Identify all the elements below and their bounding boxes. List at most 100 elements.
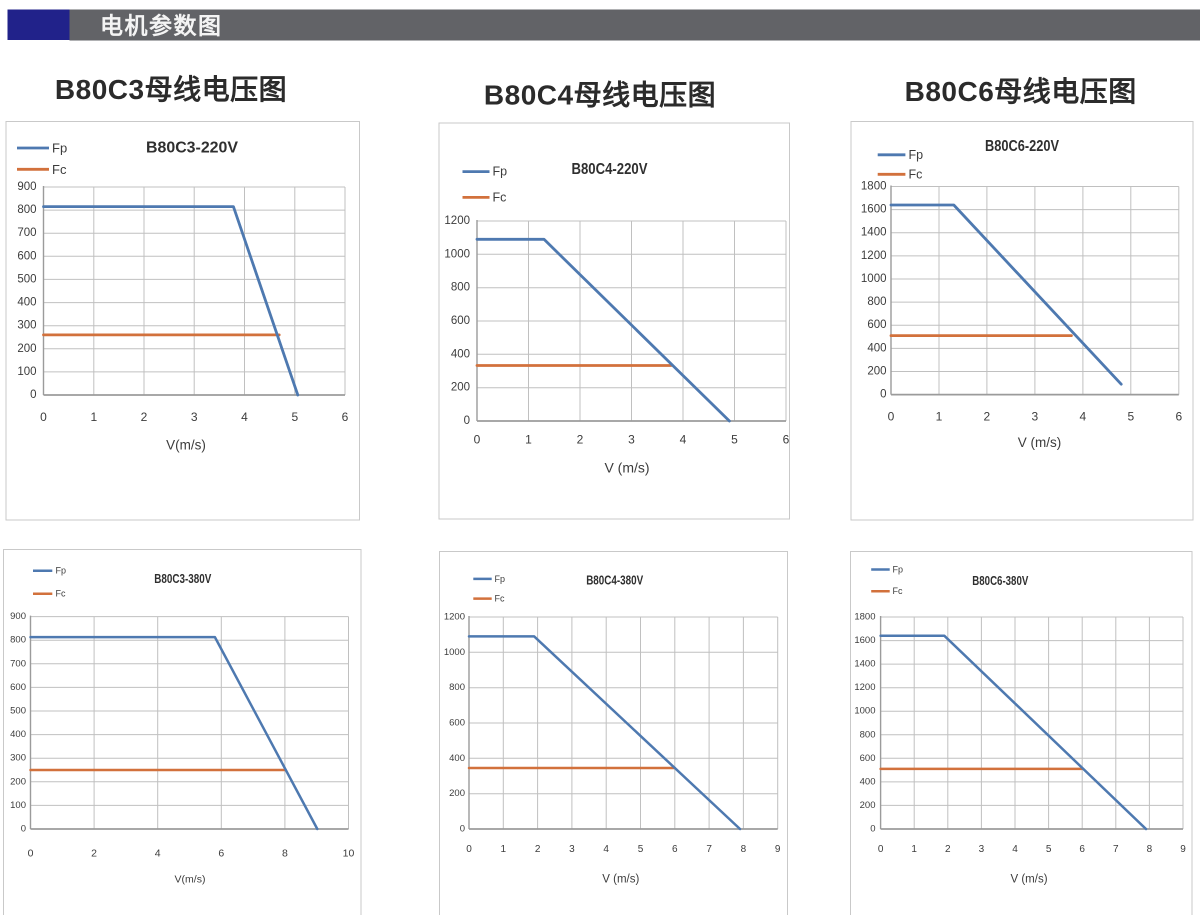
svg-text:3: 3 xyxy=(569,844,575,855)
svg-text:4: 4 xyxy=(155,848,161,860)
svg-text:600: 600 xyxy=(449,718,465,729)
svg-text:0: 0 xyxy=(870,824,875,835)
svg-text:Fc: Fc xyxy=(909,167,923,181)
svg-text:100: 100 xyxy=(10,800,26,811)
svg-text:Fp: Fp xyxy=(909,148,924,162)
svg-text:6: 6 xyxy=(783,433,790,447)
svg-text:10: 10 xyxy=(343,848,355,860)
svg-text:200: 200 xyxy=(10,776,26,787)
svg-text:300: 300 xyxy=(17,320,36,332)
svg-text:1800: 1800 xyxy=(861,181,887,193)
svg-text:0: 0 xyxy=(878,844,884,855)
svg-text:B80C3母线电压图: B80C3母线电压图 xyxy=(55,74,287,105)
svg-text:2: 2 xyxy=(945,844,951,855)
svg-text:Fp: Fp xyxy=(893,565,904,575)
svg-text:0: 0 xyxy=(464,415,470,427)
svg-text:600: 600 xyxy=(451,315,470,327)
svg-text:0: 0 xyxy=(460,824,465,835)
svg-text:1200: 1200 xyxy=(854,682,875,693)
svg-text:Fp: Fp xyxy=(56,566,67,576)
svg-text:800: 800 xyxy=(449,682,465,693)
svg-text:5: 5 xyxy=(291,410,298,424)
svg-text:Fc: Fc xyxy=(52,162,67,177)
svg-text:Fc: Fc xyxy=(495,594,505,604)
svg-text:1: 1 xyxy=(501,844,507,855)
svg-text:Fp: Fp xyxy=(52,141,67,156)
svg-text:300: 300 xyxy=(10,753,26,764)
svg-text:1400: 1400 xyxy=(854,659,875,670)
svg-text:200: 200 xyxy=(451,382,470,394)
svg-text:V (m/s): V (m/s) xyxy=(602,874,639,886)
svg-text:1000: 1000 xyxy=(854,706,875,717)
svg-text:8: 8 xyxy=(741,844,747,855)
svg-text:1000: 1000 xyxy=(444,248,470,260)
svg-text:0: 0 xyxy=(466,844,472,855)
svg-text:V (m/s): V (m/s) xyxy=(604,460,649,476)
svg-text:4: 4 xyxy=(680,433,687,447)
svg-text:V (m/s): V (m/s) xyxy=(1010,874,1047,886)
svg-text:0: 0 xyxy=(888,410,895,424)
svg-text:V(m/s): V(m/s) xyxy=(166,438,206,453)
svg-text:200: 200 xyxy=(860,800,876,811)
svg-text:700: 700 xyxy=(10,658,26,669)
svg-text:1800: 1800 xyxy=(854,612,875,623)
svg-text:3: 3 xyxy=(979,844,985,855)
svg-text:700: 700 xyxy=(17,227,36,239)
svg-text:400: 400 xyxy=(449,753,465,764)
svg-text:200: 200 xyxy=(867,366,886,378)
svg-text:B80C4-220V: B80C4-220V xyxy=(572,161,649,178)
svg-text:2: 2 xyxy=(984,410,991,424)
svg-text:400: 400 xyxy=(17,297,36,309)
svg-text:0: 0 xyxy=(474,433,481,447)
svg-text:Fc: Fc xyxy=(893,586,903,596)
svg-text:0: 0 xyxy=(30,389,36,401)
svg-text:6: 6 xyxy=(342,410,349,424)
svg-text:2: 2 xyxy=(141,410,148,424)
svg-text:Fp: Fp xyxy=(495,574,506,584)
svg-text:2: 2 xyxy=(535,844,541,855)
svg-text:600: 600 xyxy=(10,682,26,693)
svg-text:6: 6 xyxy=(672,844,678,855)
svg-text:5: 5 xyxy=(638,844,644,855)
svg-text:800: 800 xyxy=(451,282,470,294)
svg-text:3: 3 xyxy=(1032,410,1039,424)
svg-text:B80C4-380V: B80C4-380V xyxy=(586,574,644,588)
svg-text:Fc: Fc xyxy=(56,589,66,599)
svg-text:4: 4 xyxy=(603,844,609,855)
svg-text:Fc: Fc xyxy=(493,190,507,204)
svg-text:400: 400 xyxy=(10,729,26,740)
svg-text:400: 400 xyxy=(860,776,876,787)
svg-text:1200: 1200 xyxy=(444,612,465,623)
svg-text:900: 900 xyxy=(17,181,36,193)
svg-text:V(m/s): V(m/s) xyxy=(175,874,206,886)
svg-text:500: 500 xyxy=(17,273,36,285)
svg-text:1600: 1600 xyxy=(854,635,875,646)
svg-text:900: 900 xyxy=(10,611,26,622)
svg-text:V (m/s): V (m/s) xyxy=(1018,435,1062,450)
svg-text:6: 6 xyxy=(1175,410,1182,424)
svg-text:电机参数图: 电机参数图 xyxy=(100,13,223,39)
svg-text:4: 4 xyxy=(1080,410,1087,424)
svg-text:2: 2 xyxy=(91,848,97,860)
svg-text:400: 400 xyxy=(867,342,886,354)
svg-text:5: 5 xyxy=(731,433,738,447)
svg-text:B80C6-220V: B80C6-220V xyxy=(985,138,1060,155)
svg-text:9: 9 xyxy=(1180,844,1186,855)
svg-text:200: 200 xyxy=(17,343,36,355)
svg-text:B80C6-380V: B80C6-380V xyxy=(972,574,1029,588)
svg-text:800: 800 xyxy=(17,204,36,216)
svg-text:5: 5 xyxy=(1127,410,1134,424)
svg-text:9: 9 xyxy=(775,844,781,855)
svg-text:4: 4 xyxy=(241,410,248,424)
svg-text:8: 8 xyxy=(1147,844,1153,855)
svg-text:Fp: Fp xyxy=(493,165,508,179)
svg-text:B80C3-380V: B80C3-380V xyxy=(154,572,212,586)
svg-text:3: 3 xyxy=(191,410,198,424)
svg-text:800: 800 xyxy=(867,296,886,308)
svg-text:0: 0 xyxy=(880,389,886,401)
svg-text:B80C6母线电压图: B80C6母线电压图 xyxy=(905,76,1137,107)
svg-text:1: 1 xyxy=(911,844,917,855)
svg-text:800: 800 xyxy=(860,729,876,740)
svg-text:400: 400 xyxy=(451,348,470,360)
svg-text:600: 600 xyxy=(17,250,36,262)
